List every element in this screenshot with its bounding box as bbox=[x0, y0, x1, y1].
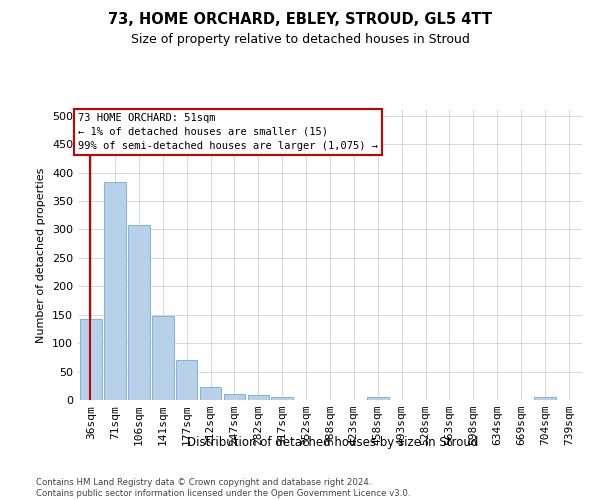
Bar bbox=[200, 388, 221, 400]
Text: 73 HOME ORCHARD: 51sqm
← 1% of detached houses are smaller (15)
99% of semi-deta: 73 HOME ORCHARD: 51sqm ← 1% of detached … bbox=[78, 113, 378, 151]
Text: Contains HM Land Registry data © Crown copyright and database right 2024.
Contai: Contains HM Land Registry data © Crown c… bbox=[36, 478, 410, 498]
Bar bbox=[80, 318, 102, 400]
Bar bbox=[271, 397, 293, 400]
Bar bbox=[176, 360, 197, 400]
Y-axis label: Number of detached properties: Number of detached properties bbox=[37, 168, 46, 342]
Bar bbox=[104, 182, 126, 400]
Text: Distribution of detached houses by size in Stroud: Distribution of detached houses by size … bbox=[187, 436, 479, 449]
Bar bbox=[367, 397, 389, 400]
Bar bbox=[128, 226, 149, 400]
Bar bbox=[224, 394, 245, 400]
Text: Size of property relative to detached houses in Stroud: Size of property relative to detached ho… bbox=[131, 32, 469, 46]
Text: 73, HOME ORCHARD, EBLEY, STROUD, GL5 4TT: 73, HOME ORCHARD, EBLEY, STROUD, GL5 4TT bbox=[108, 12, 492, 28]
Bar bbox=[152, 316, 173, 400]
Bar bbox=[534, 397, 556, 400]
Bar bbox=[248, 396, 269, 400]
